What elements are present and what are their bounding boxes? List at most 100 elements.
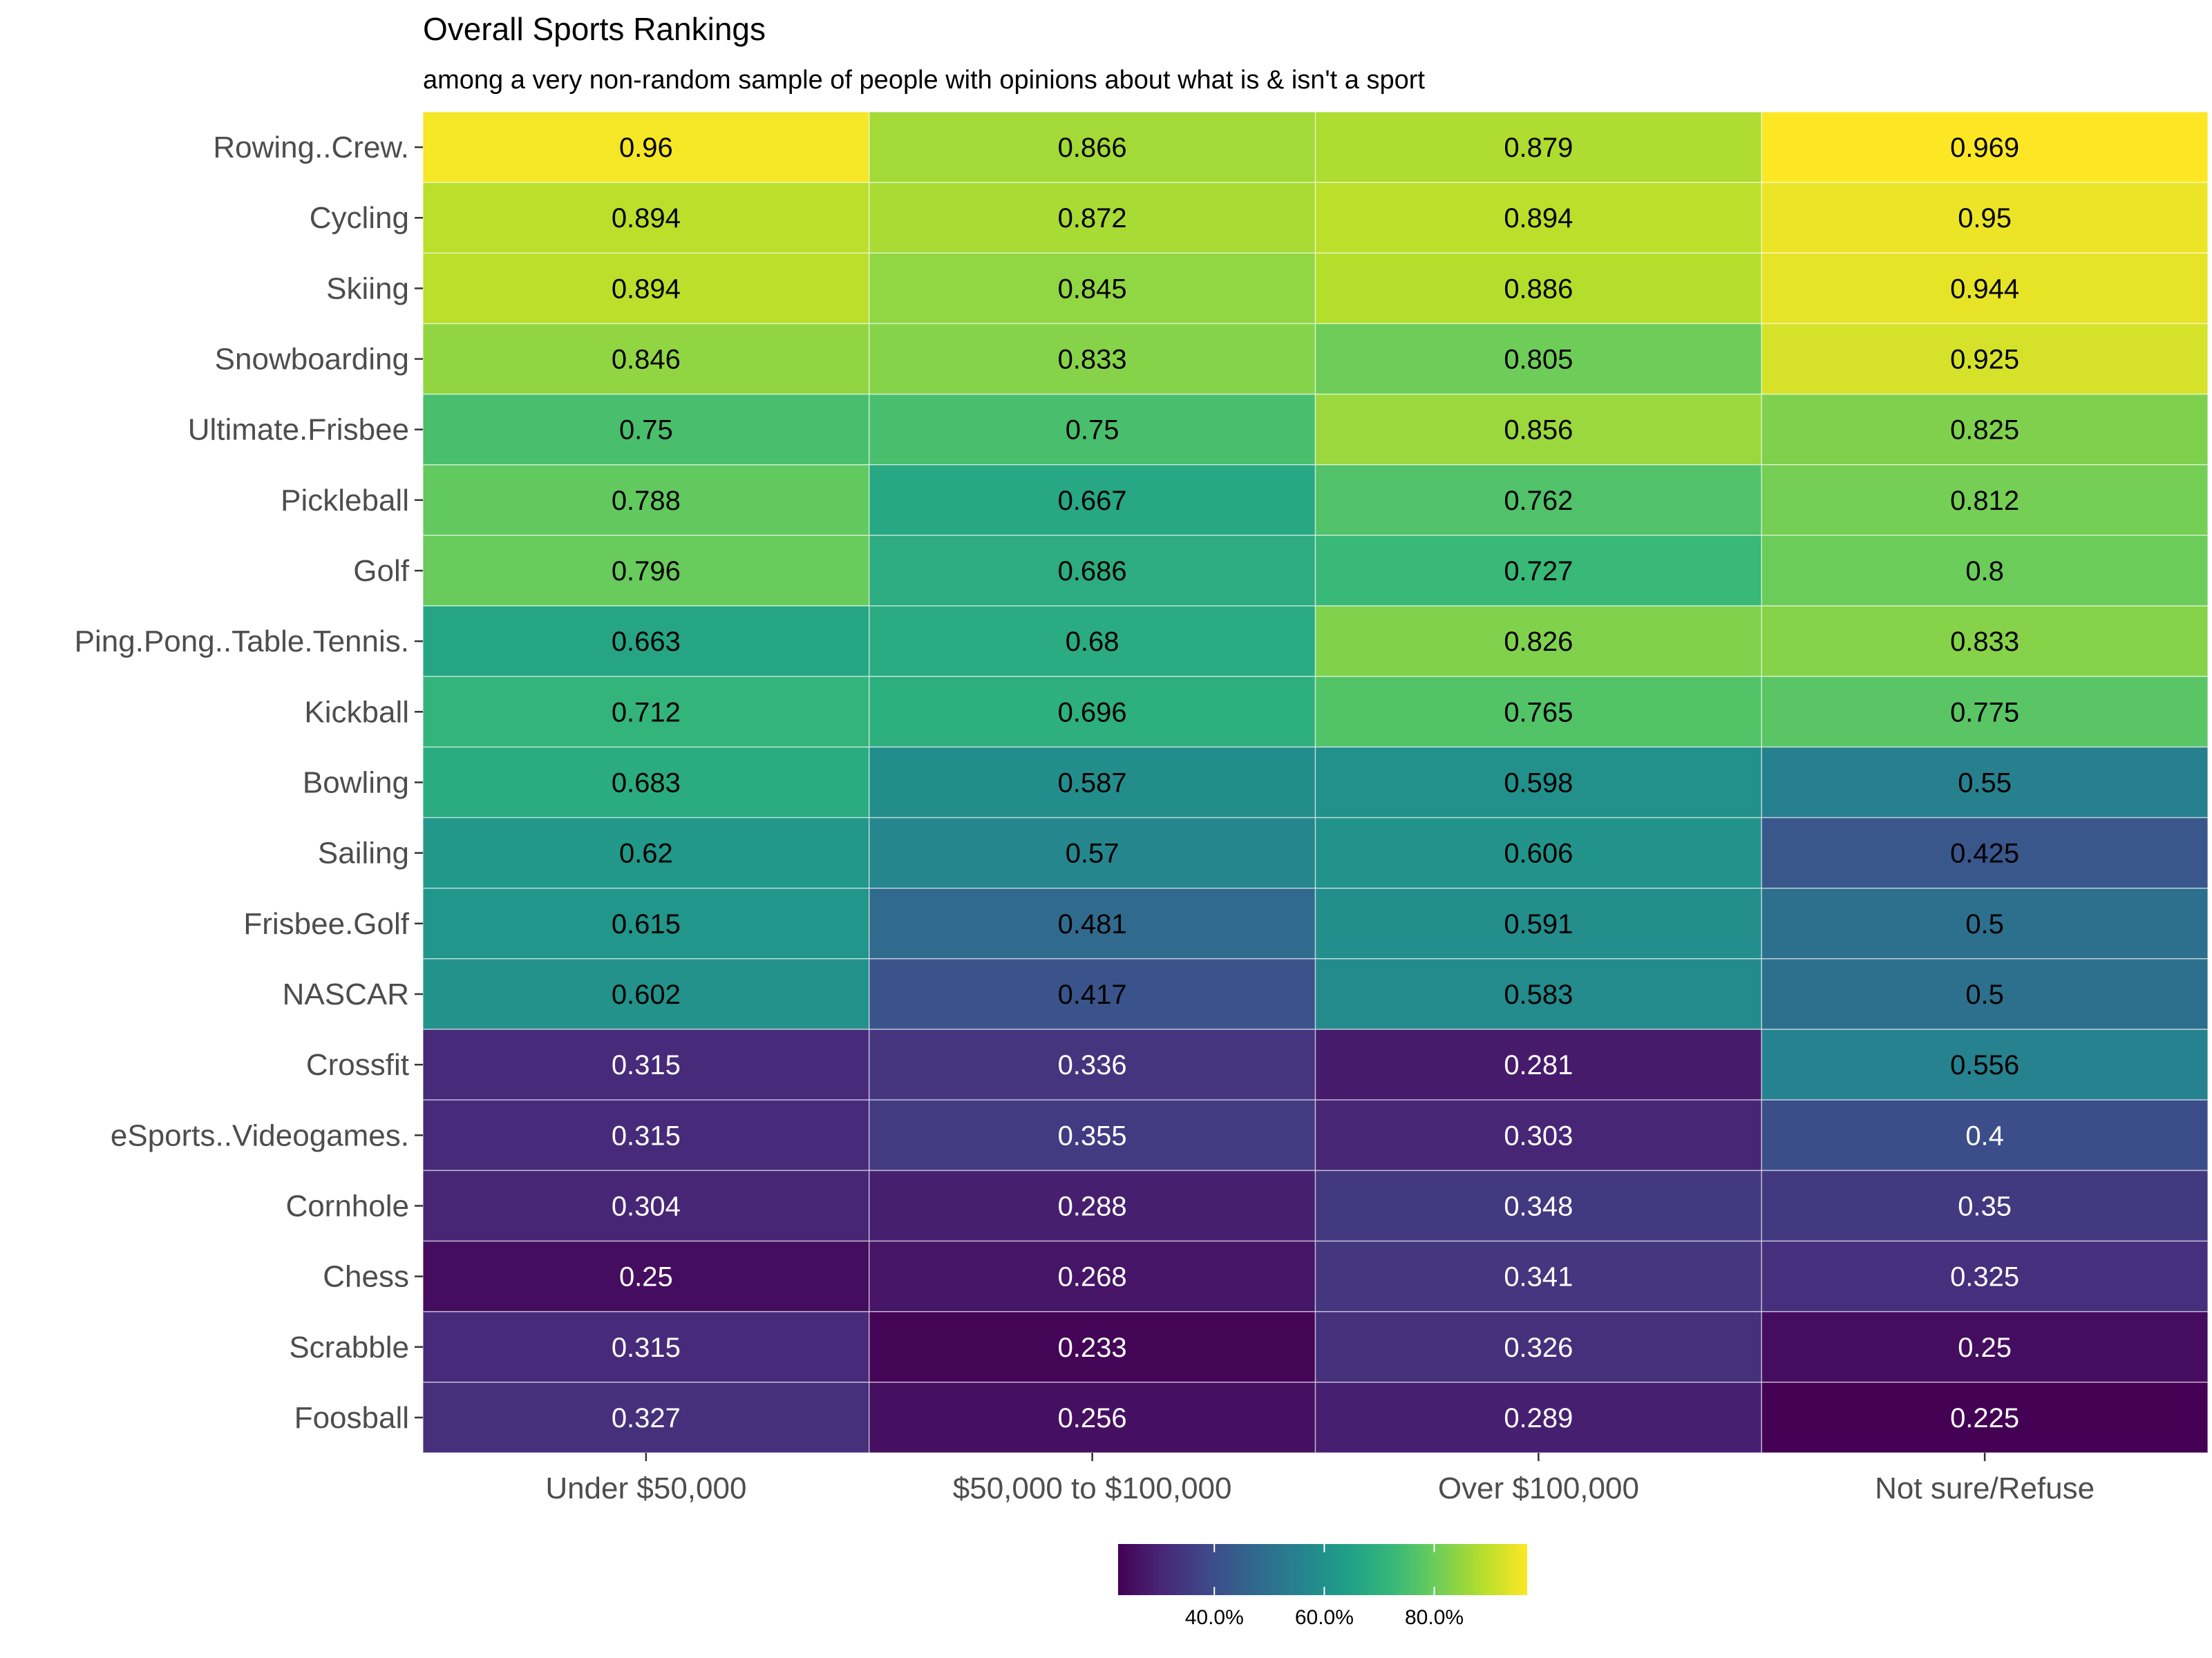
heatmap-cell [422,111,870,183]
cell-value-label: 0.833 [1950,627,2019,657]
chart-title: Overall Sports Rankings [423,11,766,47]
heatmap-cell [1314,464,1762,536]
cell-value-label: 0.765 [1504,697,1573,727]
cell-value-label: 0.925 [1950,345,2019,375]
cell-value-label: 0.762 [1504,486,1573,516]
cell-value-label: 0.355 [1058,1121,1127,1151]
heatmap-cell [1761,252,2209,325]
y-tick-label: Bowling [303,766,409,800]
heatmap-cell [869,464,1316,536]
heatmap-cell [869,323,1316,395]
cell-value-label: 0.856 [1504,415,1573,446]
heatmap-cell [1761,111,2209,183]
heatmap-cell-labels: 0.96 0.866 0.879 0.969 0.894 0.872 0.894 0.95 0.… [612,133,2019,1433]
heatmap-cell [1314,1029,1762,1100]
cell-value-label: 0.969 [1950,133,2019,163]
cell-value-label: 0.4 [1965,1121,2004,1151]
cell-value-label: 0.288 [1058,1191,1127,1221]
x-tick-label: Over $100,000 [1438,1471,1639,1505]
heatmap-cell [1761,323,2209,395]
heatmap-cell [1761,1170,2209,1242]
cell-value-label: 0.327 [612,1403,681,1433]
heatmap-cell [422,464,870,536]
cell-value-label: 0.225 [1950,1403,2019,1433]
heatmap-cell [869,1382,1316,1454]
y-tick-label: Rowing..Crew. [213,131,409,164]
cell-value-label: 0.812 [1950,486,2019,516]
heatmap-cell [869,887,1316,960]
heatmap-cell [422,1170,870,1242]
cell-value-label: 0.57 [1066,839,1119,869]
cell-value-label: 0.55 [1958,768,2012,799]
heatmap-cell [422,535,870,607]
cell-value-label: 0.833 [1058,345,1127,375]
cell-value-label: 0.712 [612,697,681,727]
cell-value-label: 0.25 [1958,1333,2012,1363]
color-legend: 40.0% 60.0% 80.0% [1118,1544,1527,1629]
cell-value-label: 0.825 [1950,415,2019,446]
y-tick-label: Chess [323,1260,409,1294]
cell-value-label: 0.75 [619,415,673,446]
cell-value-label: 0.894 [612,274,681,304]
cell-value-label: 0.289 [1504,1403,1573,1433]
heatmap-cell [422,887,870,960]
cell-value-label: 0.8 [1965,556,2004,587]
cell-value-label: 0.788 [612,486,681,516]
legend-tick-label: 60.0% [1295,1606,1354,1629]
heatmap-cell [1761,1382,2209,1454]
heatmap-cell [1761,746,2209,819]
heatmap-cell [422,182,870,254]
y-tick-label: Skiing [326,271,409,305]
cell-value-label: 0.606 [1504,839,1573,869]
cell-value-label: 0.68 [1066,627,1119,657]
y-tick-label: Crossfit [306,1048,409,1082]
heatmap-cell [869,817,1316,889]
heatmap-cell [869,393,1316,466]
y-tick-label: Foosball [294,1401,409,1435]
cell-value-label: 0.886 [1504,274,1573,304]
cell-value-label: 0.591 [1504,909,1573,940]
heatmap-cell [869,1170,1316,1242]
cell-value-label: 0.826 [1504,627,1573,657]
heatmap-cell [1761,182,2209,254]
heatmap-cell [422,323,870,395]
heatmap-cell [1314,817,1762,889]
cell-value-label: 0.727 [1504,556,1573,587]
cell-value-label: 0.866 [1058,133,1127,163]
legend-tick-label: 80.0% [1405,1606,1464,1629]
heatmap-cell [1314,1099,1762,1172]
heatmap-cell [869,746,1316,819]
heatmap-cell [869,1240,1316,1313]
heatmap-cell [1314,605,1762,678]
heatmap-cell [422,1311,870,1383]
x-tick-label: Under $50,000 [545,1471,746,1505]
heatmap-cell [869,111,1316,183]
cell-value-label: 0.96 [619,133,673,163]
cell-value-label: 0.944 [1950,274,2019,304]
heatmap-cell [1761,393,2209,466]
cell-value-label: 0.268 [1058,1262,1127,1293]
cell-value-label: 0.663 [612,627,681,657]
y-tick-label: Golf [353,554,409,588]
y-tick-label: Cycling [310,201,409,235]
y-tick-label: Ping.Pong..Table.Tennis. [75,625,409,658]
heatmap-cell [1761,1029,2209,1100]
legend-colorbar [1118,1544,1527,1595]
heatmap-cell [422,393,870,466]
heatmap-cell [1314,1311,1762,1383]
cell-value-label: 0.315 [612,1121,681,1151]
cell-value-label: 0.325 [1950,1262,2019,1293]
y-tick-label: Kickball [304,695,409,729]
cell-value-label: 0.304 [612,1191,681,1221]
heatmap-cell [1314,535,1762,607]
cell-value-label: 0.75 [1066,415,1119,446]
y-tick-label: eSports..Videogames. [111,1118,409,1152]
chart-subtitle: among a very non-random sample of people… [423,66,1425,95]
heatmap-cells [422,111,2209,1454]
heatmap-cell [869,1029,1316,1100]
x-tick-label: $50,000 to $100,000 [953,1471,1232,1505]
cell-value-label: 0.281 [1504,1050,1573,1080]
cell-value-label: 0.583 [1504,980,1573,1010]
cell-value-label: 0.315 [612,1333,681,1363]
